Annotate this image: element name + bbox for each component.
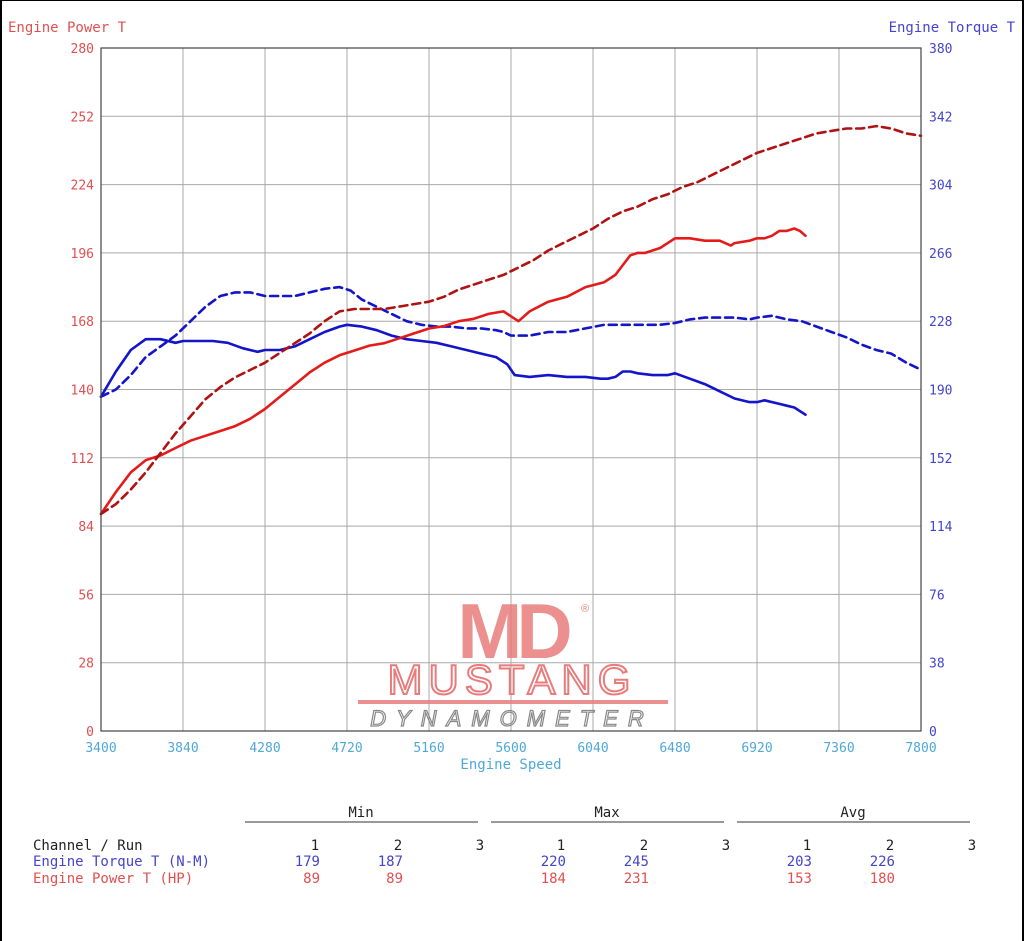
logo-bar (358, 700, 668, 704)
table-cell: 184 (541, 871, 566, 887)
table-group-header: Min (348, 805, 373, 821)
y-right-tick-label: 76 (929, 588, 945, 603)
table-cell: 180 (870, 871, 895, 887)
y-right-tick-label: 0 (929, 725, 937, 740)
table-cell: 89 (386, 871, 403, 887)
x-tick-label: 5600 (495, 741, 526, 756)
y-left-tick-label: 280 (71, 42, 94, 57)
torque-series-run-2 (99, 285, 923, 399)
y-right-tick-label: 38 (929, 657, 945, 672)
y-right-tick-label: 380 (929, 42, 952, 57)
y-right-tick-label: 304 (929, 179, 953, 194)
y-left-tick-label: 196 (71, 247, 94, 262)
table-cell: 203 (787, 854, 812, 870)
y-axis-left-title: Engine Power T (8, 20, 127, 36)
y-right-tick-label: 114 (929, 520, 953, 535)
table-group-header: Max (594, 805, 619, 821)
x-tick-label: 7800 (905, 741, 936, 756)
table-run-label: 2 (640, 838, 648, 854)
y-right-tick-label: 152 (929, 452, 952, 467)
y-right-tick-label: 190 (929, 384, 952, 399)
table-cell: 231 (624, 871, 649, 887)
table-run-label: 1 (557, 838, 565, 854)
table-run-label: 3 (968, 838, 976, 854)
table-channel-label: Engine Power T (HP) (33, 871, 193, 887)
y-left-tick-label: 224 (71, 179, 95, 194)
y-left-tick-label: 252 (71, 110, 94, 125)
table-run-label: 3 (722, 838, 730, 854)
mustang-dynamometer-logo: MD ® MUSTANG DYNAMOMETER (352, 598, 672, 732)
y-left-tick-label: 0 (86, 725, 94, 740)
logo-mark: MD (457, 598, 570, 675)
plot-border (100, 47, 922, 732)
x-axis-title: Engine Speed (460, 757, 561, 773)
table-run-label: 1 (311, 838, 319, 854)
table-cell: 245 (624, 854, 649, 870)
y-right-tick-label: 228 (929, 315, 952, 330)
tick-labels: 3400 3840 4280 4720 5160 5600 6040 6480 6920 7360… (71, 42, 953, 756)
table-run-label: 3 (476, 838, 484, 854)
y-right-tick-label: 342 (929, 110, 952, 125)
power-series-run-2 (99, 124, 923, 516)
y-left-tick-label: 56 (78, 588, 94, 603)
x-tick-label: 4280 (249, 741, 280, 756)
table-run-label: 2 (886, 838, 894, 854)
x-tick-label: 4720 (331, 741, 362, 756)
y-left-tick-label: 168 (71, 315, 94, 330)
x-tick-label: 5160 (413, 741, 444, 756)
power-series-run-1 (99, 227, 807, 516)
table-run-label: 2 (394, 838, 402, 854)
table-cell: 179 (295, 854, 320, 870)
table-channel-label: Engine Torque T (N-M) (33, 854, 210, 870)
x-tick-label: 6920 (741, 741, 772, 756)
table-cell: 153 (787, 871, 812, 887)
logo-registered: ® (581, 603, 589, 615)
table-row-header: Channel / Run (33, 838, 143, 854)
x-tick-label: 6480 (659, 741, 690, 756)
table-run-label: 1 (803, 838, 811, 854)
x-tick-label: 7360 (823, 741, 854, 756)
table-cell: 89 (303, 871, 320, 887)
table-cell: 220 (541, 854, 566, 870)
torque-series-run-1 (99, 323, 807, 417)
x-tick-label: 6040 (577, 741, 608, 756)
series-lines (99, 124, 923, 516)
logo-name: MUSTANG (388, 656, 637, 703)
table-group-header: Avg (840, 805, 865, 821)
logo-subname: DYNAMOMETER (370, 706, 654, 731)
y-right-tick-label: 266 (929, 247, 952, 262)
y-left-tick-label: 140 (71, 384, 94, 399)
y-left-tick-label: 28 (78, 657, 94, 672)
y-axis-right-title: Engine Torque T (889, 20, 1016, 36)
table-cell: 187 (378, 854, 403, 870)
y-left-tick-label: 84 (78, 520, 94, 535)
x-tick-label: 3400 (85, 741, 116, 756)
y-left-tick-label: 112 (71, 452, 94, 467)
table-cell: 226 (870, 854, 895, 870)
x-tick-label: 3840 (167, 741, 198, 756)
